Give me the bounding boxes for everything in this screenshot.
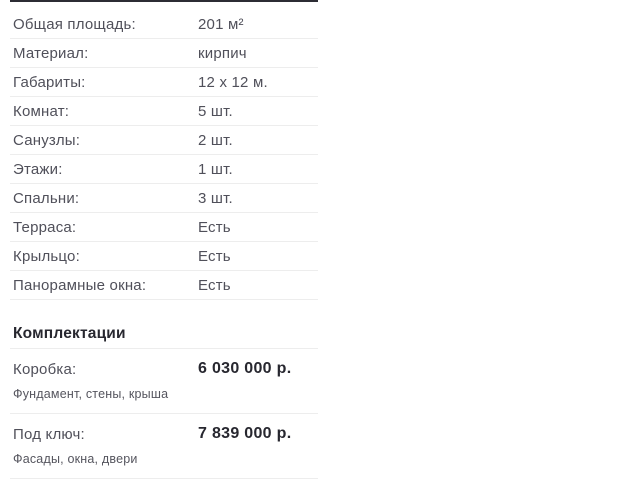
spec-label: Панорамные окна: — [13, 276, 147, 294]
spec-value: 2 шт. — [198, 131, 233, 149]
spec-row-panoramic-windows: Панорамные окна: Есть — [10, 271, 318, 300]
spec-value: 3 шт. — [198, 189, 233, 207]
spec-row-dimensions: Габариты: 12 x 12 м. — [10, 68, 318, 97]
package-main-line: Коробка: 6 030 000 р. — [13, 358, 318, 380]
spec-value: 5 шт. — [198, 102, 233, 120]
spec-label: Санузлы: — [13, 131, 81, 149]
spec-value: Есть — [198, 276, 231, 294]
spec-label: Материал: — [13, 44, 89, 62]
spec-value: Есть — [198, 247, 231, 265]
spec-value: 12 x 12 м. — [198, 73, 268, 91]
spec-label: Спальни: — [13, 189, 80, 207]
spec-value: 1 шт. — [198, 160, 233, 178]
spec-row-rooms: Комнат: 5 шт. — [10, 97, 318, 126]
package-main-line: Под ключ: 7 839 000 р. — [13, 423, 318, 445]
spec-label: Комнат: — [13, 102, 70, 120]
packages-heading: Комплектации — [13, 325, 126, 342]
spec-label: Этажи: — [13, 160, 63, 178]
spec-value: Есть — [198, 218, 231, 236]
spec-label: Габариты: — [13, 73, 86, 91]
spec-value: кирпич — [198, 44, 247, 62]
package-label: Коробка: — [13, 360, 77, 378]
package-row-turnkey: Под ключ: 7 839 000 р. Фасады, окна, две… — [10, 414, 318, 479]
spec-row-bathrooms: Санузлы: 2 шт. — [10, 126, 318, 155]
package-note: Фундамент, стены, крыша — [13, 387, 169, 401]
package-row-box: Коробка: 6 030 000 р. Фундамент, стены, … — [10, 349, 318, 414]
spec-table: Общая площадь: 201 м² Материал: кирпич Г… — [10, 10, 318, 300]
spec-value: 201 м² — [198, 15, 244, 33]
package-note: Фасады, окна, двери — [13, 452, 138, 466]
top-divider — [10, 0, 318, 2]
package-price: 6 030 000 р. — [198, 360, 292, 377]
package-price: 7 839 000 р. — [198, 425, 292, 442]
spec-label: Крыльцо: — [13, 247, 80, 265]
spec-row-porch: Крыльцо: Есть — [10, 242, 318, 271]
spec-row-floors: Этажи: 1 шт. — [10, 155, 318, 184]
spec-row-bedrooms: Спальни: 3 шт. — [10, 184, 318, 213]
spec-row-total-area: Общая площадь: 201 м² — [10, 10, 318, 39]
spec-label: Терраса: — [13, 218, 77, 236]
package-label: Под ключ: — [13, 425, 85, 443]
packages-heading-row: Комплектации — [10, 320, 318, 349]
specs-content-column: Общая площадь: 201 м² Материал: кирпич Г… — [10, 0, 318, 479]
spec-row-material: Материал: кирпич — [10, 39, 318, 68]
spec-label: Общая площадь: — [13, 15, 136, 33]
spec-row-terrace: Терраса: Есть — [10, 213, 318, 242]
